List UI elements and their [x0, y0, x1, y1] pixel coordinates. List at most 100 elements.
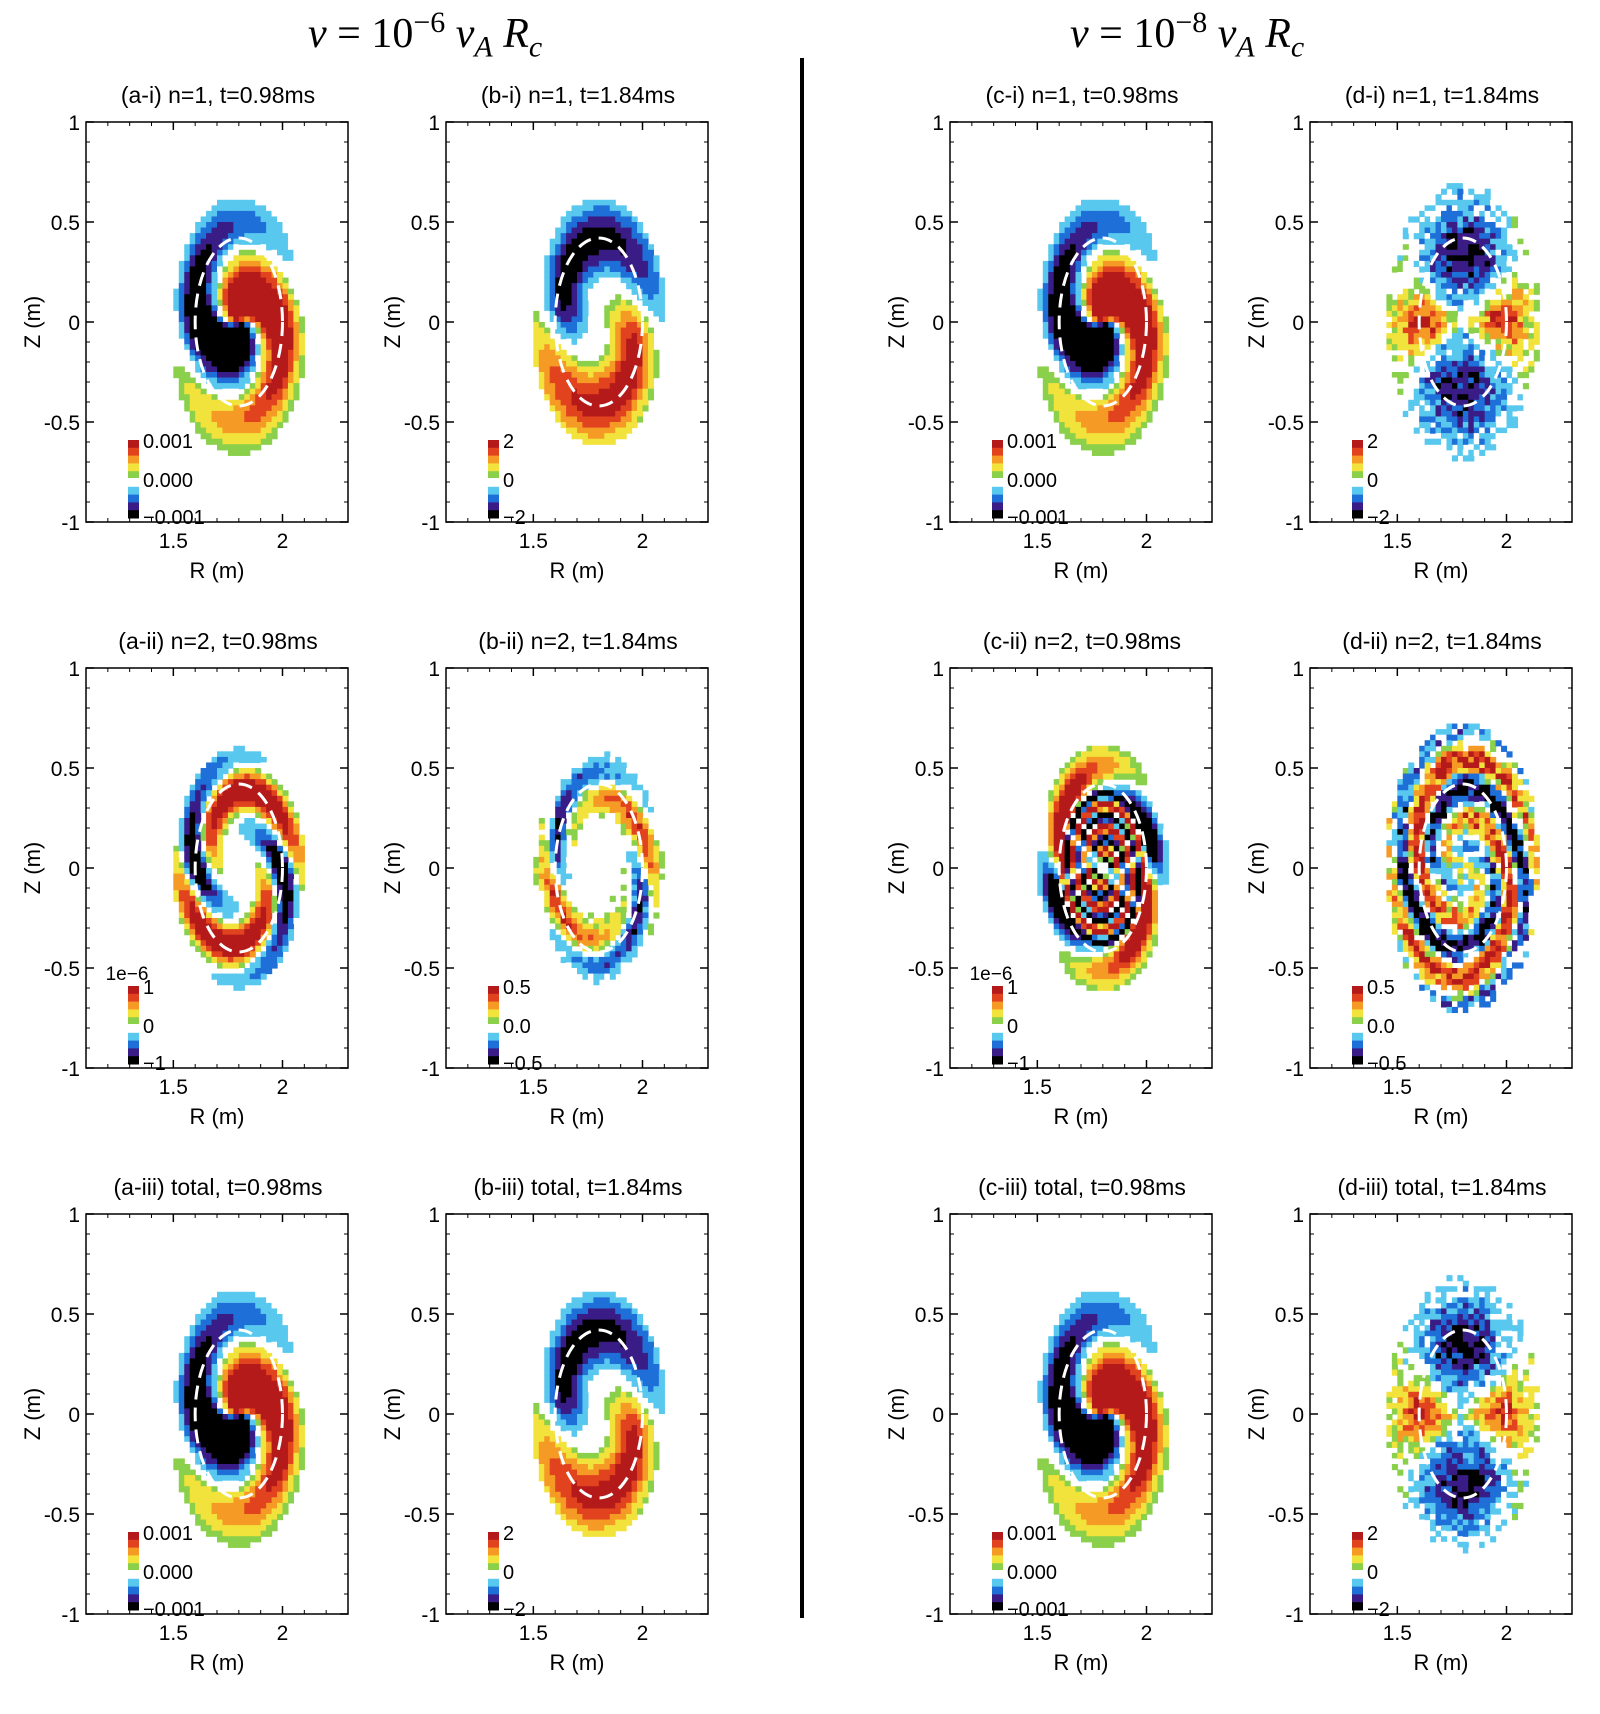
heatmap-cell: [1490, 394, 1496, 400]
heatmap-cell: [561, 829, 567, 835]
heatmap-cell: [1119, 239, 1125, 245]
heatmap-cell: [550, 818, 556, 824]
heatmap-cell: [228, 957, 234, 963]
heatmap-cell: [201, 918, 207, 924]
heatmap-cell: [544, 383, 550, 389]
heatmap-cell: [1485, 439, 1491, 445]
heatmap-cell: [1397, 328, 1403, 334]
heatmap-cell: [1054, 222, 1060, 228]
heatmap-cell: [266, 912, 272, 918]
heatmap-cell: [637, 261, 643, 267]
heatmap-cell: [1523, 283, 1529, 289]
heatmap-cell: [250, 350, 256, 356]
heatmap-cell: [1501, 255, 1507, 261]
heatmap-cell: [239, 294, 245, 300]
heatmap-cell: [239, 372, 245, 378]
heatmap-cell: [1136, 350, 1142, 356]
heatmap-cell: [566, 211, 572, 217]
heatmap-cell: [626, 328, 632, 334]
heatmap-cell: [179, 912, 185, 918]
heatmap-cell: [222, 278, 228, 284]
heatmap-cell: [244, 378, 250, 384]
heatmap-cell: [1097, 350, 1103, 356]
heatmap-cell: [1446, 433, 1452, 439]
heatmap-cell: [250, 846, 256, 852]
heatmap-cell: [1086, 200, 1092, 206]
heatmap-cell: [588, 366, 594, 372]
heatmap-cell: [184, 929, 190, 935]
heatmap-cell: [1108, 294, 1114, 300]
heatmap-cell: [195, 222, 201, 228]
heatmap-cell: [593, 200, 599, 206]
heatmap-cell: [1474, 200, 1480, 206]
heatmap-cell: [1108, 278, 1114, 284]
heatmap-cell: [1436, 433, 1442, 439]
heatmap-cell: [615, 762, 621, 768]
heatmap-cell: [1037, 311, 1043, 317]
heatmap-cell: [572, 244, 578, 250]
heatmap-cell: [266, 405, 272, 411]
heatmap-cell: [217, 311, 223, 317]
heatmap-cell: [1081, 294, 1087, 300]
heatmap-cell: [228, 389, 234, 395]
heatmap-cell: [610, 200, 616, 206]
heatmap-cell: [222, 757, 228, 763]
heatmap-cell: [566, 394, 572, 400]
heatmap-cell: [239, 305, 245, 311]
heatmap-cell: [272, 428, 278, 434]
heatmap-cell: [266, 394, 272, 400]
heatmap-cell: [637, 378, 643, 384]
heatmap-cell: [1114, 439, 1120, 445]
heatmap-cell: [1086, 389, 1092, 395]
heatmap-cell: [1501, 216, 1507, 222]
heatmap-cell: [1512, 266, 1518, 272]
y-tick-label: 0.5: [411, 212, 440, 235]
heatmap-cell: [1114, 366, 1120, 372]
heatmap-cell: [1414, 228, 1420, 234]
heatmap-cell: [1092, 261, 1098, 267]
heatmap-cell: [615, 350, 621, 356]
heatmap-cell: [239, 278, 245, 284]
heatmap-cell: [201, 779, 207, 785]
heatmap-cell: [1119, 328, 1125, 334]
heatmap-cell: [250, 233, 256, 239]
heatmap-cell: [561, 940, 567, 946]
heatmap-cell: [577, 433, 583, 439]
heatmap-cell: [190, 283, 196, 289]
heatmap-cell: [1479, 366, 1485, 372]
heatmap-cell: [1403, 255, 1409, 261]
heatmap-cell: [255, 216, 261, 222]
heatmap-cell: [222, 428, 228, 434]
heatmap-cell: [1501, 366, 1507, 372]
heatmap-cell: [239, 428, 245, 434]
heatmap-cell: [293, 824, 299, 830]
heatmap-cell: [1474, 305, 1480, 311]
heatmap-cell: [1092, 216, 1098, 222]
heatmap-cell: [1043, 255, 1049, 261]
heatmap-cell: [610, 405, 616, 411]
heatmap-cell: [1485, 205, 1491, 211]
heatmap-cell: [233, 311, 239, 317]
heatmap-cell: [201, 946, 207, 952]
colorbar-segment: [1352, 440, 1363, 448]
heatmap-cell: [1065, 239, 1071, 245]
heatmap-cell: [550, 901, 556, 907]
heatmap-cell: [206, 305, 212, 311]
heatmap-cell: [195, 940, 201, 946]
heatmap-cell: [555, 389, 561, 395]
heatmap-cell: [626, 333, 632, 339]
heatmap-cell: [544, 840, 550, 846]
colorbar-label: 2: [1367, 431, 1378, 453]
heatmap-cell: [212, 316, 218, 322]
heatmap-cell: [659, 316, 665, 322]
heatmap-cell: [239, 962, 245, 968]
heatmap-cell: [1507, 278, 1513, 284]
heatmap-cell: [1512, 422, 1518, 428]
colorbar-segment: [1352, 502, 1363, 510]
heatmap-cell: [1152, 233, 1158, 239]
heatmap-cell: [561, 835, 567, 841]
heatmap-cell: [561, 300, 567, 306]
heatmap-cell: [1092, 233, 1098, 239]
heatmap-cell: [1048, 294, 1054, 300]
